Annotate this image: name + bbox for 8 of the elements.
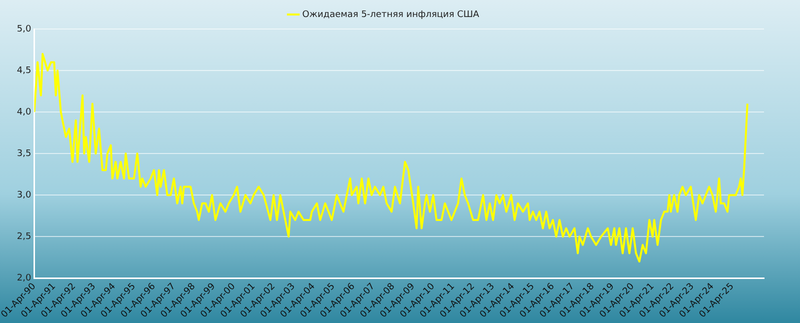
y-tick-label: 4,5 <box>16 66 32 76</box>
y-tick-label: 5,0 <box>16 24 32 34</box>
legend-label: Ожидаемая 5-летняя инфляция США <box>302 10 480 20</box>
y-tick-label: 2,5 <box>16 232 32 242</box>
y-tick-label: 4,0 <box>16 107 32 118</box>
y-tick-label: 3,5 <box>16 148 32 159</box>
y-tick-label: 3,0 <box>16 190 32 200</box>
y-tick-label: 2,0 <box>16 273 32 284</box>
